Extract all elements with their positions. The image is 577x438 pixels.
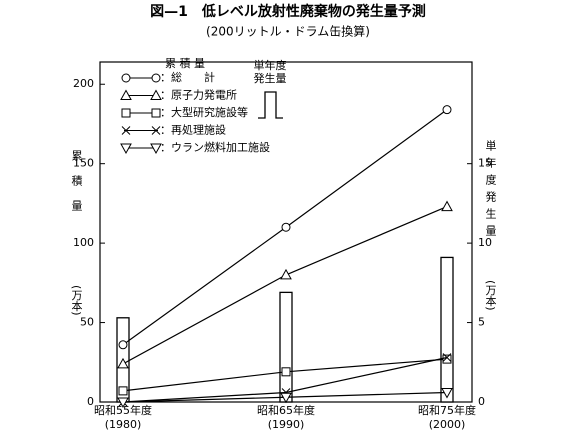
legend-label: ：再処理施設: [160, 123, 226, 137]
y-tick-label: 200: [73, 77, 94, 90]
y2-axis-unit: (万本): [484, 280, 497, 311]
legend-marker: [151, 73, 161, 83]
legend-marker: [151, 126, 161, 135]
marker: [118, 386, 128, 396]
bar: [279, 291, 293, 403]
y-tick-label: 150: [73, 157, 94, 170]
marker: [442, 105, 452, 115]
legend-marker: [121, 108, 131, 118]
legend-marker: [121, 73, 131, 83]
legend-marker: [151, 108, 161, 118]
legend-label: ：大型研究施設等: [160, 105, 248, 119]
legend-label: ：ウラン燃料加工施設: [160, 140, 270, 154]
chart-subtitle: (200リットル・ドラム缶換算): [206, 24, 370, 39]
legend-bar-label: 単年度発生量: [254, 58, 287, 85]
x-tick-year: (1990): [268, 418, 305, 431]
x-tick-year: (1980): [105, 418, 142, 431]
chart-title: 図—1 低レベル放射性廃棄物の発生量予測: [150, 3, 426, 20]
legend-label: ：総 計: [160, 70, 215, 84]
y-tick-label: 50: [80, 316, 94, 329]
marker: [442, 353, 452, 362]
marker: [117, 357, 129, 369]
marker: [442, 354, 452, 364]
y-tick-label: 0: [87, 395, 94, 408]
y-tick-label: 100: [73, 236, 94, 249]
y-axis-label: 累積量: [70, 150, 83, 225]
marker: [441, 200, 453, 212]
legend-bar: [258, 91, 283, 119]
y2-axis-label: 単年度発生量: [484, 140, 497, 242]
x-tick-label: 昭和75年度: [418, 403, 476, 417]
marker: [281, 222, 291, 232]
legend-marker: [121, 126, 131, 135]
marker: [441, 387, 453, 399]
y2-tick-label: 5: [478, 316, 485, 329]
legend-title: 累 積 量: [165, 56, 205, 70]
marker: [117, 397, 129, 409]
marker: [281, 367, 291, 377]
legend-marker: [150, 89, 162, 100]
x-tick-label: 昭和65年度: [257, 403, 315, 417]
legend-label: ：原子力発電所: [160, 88, 237, 102]
y2-tick-label: 15: [478, 157, 492, 170]
y-axis-unit: (万本): [70, 285, 83, 316]
legend-marker: [150, 143, 162, 155]
y2-tick-label: 0: [478, 395, 485, 408]
legend-marker: [120, 143, 132, 155]
marker: [280, 392, 292, 404]
y2-tick-label: 10: [478, 236, 492, 249]
marker: [118, 340, 128, 350]
marker: [280, 268, 292, 280]
x-tick-year: (2000): [429, 418, 466, 431]
x-tick-label: 昭和55年度: [94, 403, 152, 417]
bar: [440, 256, 454, 403]
legend-marker: [120, 89, 132, 100]
